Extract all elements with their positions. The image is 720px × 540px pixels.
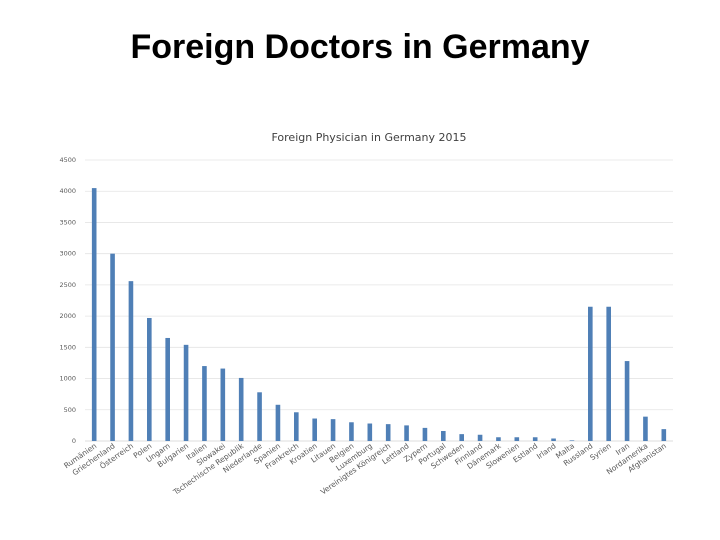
y-tick-label: 3500 xyxy=(59,218,76,226)
bar xyxy=(128,281,134,441)
bar xyxy=(202,366,207,441)
bar xyxy=(514,437,520,441)
bar xyxy=(441,431,446,441)
bar xyxy=(551,438,556,441)
bar xyxy=(606,306,611,441)
bar xyxy=(183,344,189,441)
bar xyxy=(569,440,575,441)
bars xyxy=(91,188,667,441)
bar xyxy=(91,188,97,441)
x-tick-label: Irland xyxy=(535,441,558,461)
bar xyxy=(330,419,336,441)
bar xyxy=(624,361,630,441)
y-tick-label: 2000 xyxy=(59,312,76,320)
bar xyxy=(643,416,648,441)
slide-title: Foreign Doctors in Germany xyxy=(130,28,590,66)
bar xyxy=(367,423,373,441)
chart-title: Foreign Physician in Germany 2015 xyxy=(271,131,466,144)
y-tick-label: 4000 xyxy=(59,187,76,195)
bar xyxy=(404,425,409,441)
bar xyxy=(312,418,317,441)
y-tick-label: 1000 xyxy=(59,375,76,383)
y-axis-ticks: 0 500 1000 1500 2000 2500 3000 3500 4000 4500 xyxy=(59,156,76,445)
bar xyxy=(110,253,115,441)
bar xyxy=(661,429,667,441)
bar xyxy=(385,424,391,441)
bar xyxy=(422,427,428,441)
bar xyxy=(275,404,281,441)
bar xyxy=(532,437,538,441)
y-tick-label: 0 xyxy=(72,437,76,445)
y-tick-label: 500 xyxy=(64,406,76,414)
bar xyxy=(294,412,299,441)
y-tick-label: 3000 xyxy=(59,250,76,258)
bar xyxy=(349,422,354,441)
bar xyxy=(496,437,501,441)
bar xyxy=(459,434,464,441)
y-tick-label: 1500 xyxy=(59,343,76,351)
bar xyxy=(147,317,152,441)
bar xyxy=(165,337,170,441)
bar xyxy=(477,434,483,441)
x-axis-labels: RumänienGriechenlandÖsterreichPolenUngar… xyxy=(62,441,668,497)
bar xyxy=(588,306,593,441)
grid xyxy=(85,159,673,442)
y-tick-label: 2500 xyxy=(59,281,76,289)
bar xyxy=(238,377,244,441)
bar xyxy=(220,368,226,441)
y-tick-label: 4500 xyxy=(59,156,76,164)
bar xyxy=(257,392,262,441)
x-tick-label: Syrien xyxy=(588,441,613,462)
